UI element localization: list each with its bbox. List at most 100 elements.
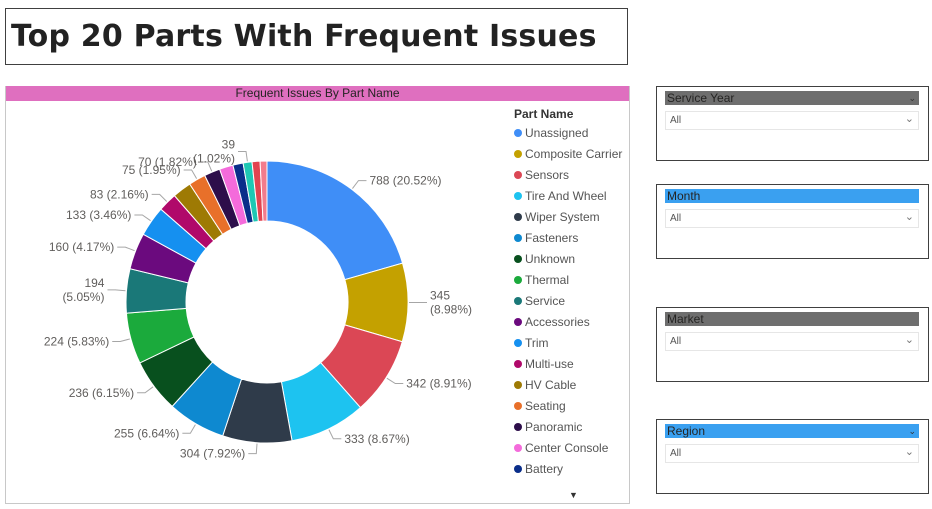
chevron-down-icon[interactable]: ⌄ bbox=[908, 426, 916, 436]
legend-dot-icon bbox=[514, 213, 522, 221]
data-label: 345 (8.98%) bbox=[430, 288, 472, 316]
legend-item[interactable]: Battery bbox=[514, 459, 629, 480]
legend-item[interactable]: Wiper System bbox=[514, 207, 629, 228]
donut-chart-visual[interactable]: Frequent Issues By Part Name 788 (20.52%… bbox=[5, 86, 630, 504]
page-title: Top 20 Parts With Frequent Issues bbox=[11, 19, 597, 54]
slicer-region-header: Region ⌄ bbox=[665, 424, 919, 438]
legend-label: HV Cable bbox=[525, 378, 577, 392]
chevron-down-icon[interactable]: ⌄ bbox=[904, 113, 914, 125]
chevron-down-icon[interactable]: ⌄ bbox=[904, 446, 914, 458]
legend-item[interactable]: Trim bbox=[514, 333, 629, 354]
legend-label: Service bbox=[525, 294, 566, 308]
slicer-region-title: Region bbox=[667, 424, 706, 438]
legend-label: Center Console bbox=[525, 441, 609, 455]
leader-line bbox=[248, 443, 258, 455]
slicer-service-year-header: Service Year ⌄ bbox=[665, 91, 919, 105]
leader-line bbox=[112, 338, 131, 343]
slicer-month-dropdown[interactable]: All ⌄ bbox=[665, 209, 919, 228]
chart-header: Frequent Issues By Part Name bbox=[6, 86, 629, 101]
legend-item[interactable]: Service bbox=[514, 291, 629, 312]
chevron-down-icon[interactable]: ⌄ bbox=[904, 334, 914, 346]
leader-line bbox=[386, 377, 404, 385]
data-label: 236 (6.15%) bbox=[69, 386, 134, 400]
data-label: 788 (20.52%) bbox=[369, 174, 441, 188]
legend-item[interactable]: Fasteners bbox=[514, 228, 629, 249]
slicer-market: Market All ⌄ bbox=[656, 307, 929, 382]
leader-line bbox=[238, 150, 248, 162]
donut-slice[interactable] bbox=[266, 160, 404, 281]
data-label: 75 (1.95%) bbox=[122, 163, 181, 177]
legend-item[interactable]: Accessories bbox=[514, 312, 629, 333]
legend-label: Fasteners bbox=[525, 231, 579, 245]
data-label: 224 (5.83%) bbox=[44, 335, 109, 349]
slicer-month-header: Month bbox=[665, 189, 919, 203]
leader-line bbox=[137, 386, 154, 394]
legend-item[interactable]: HV Cable bbox=[514, 375, 629, 396]
chevron-down-icon[interactable]: ⌄ bbox=[908, 93, 916, 103]
legend-dot-icon bbox=[514, 255, 522, 263]
legend-label: Panoramic bbox=[525, 420, 583, 434]
legend-item[interactable]: Panoramic bbox=[514, 417, 629, 438]
slicer-month-value: All bbox=[670, 213, 682, 224]
legend-dot-icon bbox=[514, 360, 522, 368]
leader-line bbox=[151, 193, 168, 202]
donut-chart[interactable]: 788 (20.52%) 345 (8.98%) 342 (8.91%) 333 (8.… bbox=[6, 86, 511, 504]
legend-more-icon[interactable]: ▼ bbox=[569, 490, 578, 500]
data-label: 83 (2.16%) bbox=[90, 187, 149, 201]
legend-dot-icon bbox=[514, 444, 522, 452]
legend-item[interactable]: Tire And Wheel bbox=[514, 186, 629, 207]
data-label: 160 (4.17%) bbox=[49, 240, 114, 254]
leader-line bbox=[182, 424, 196, 434]
data-label: 133 (3.46%) bbox=[66, 208, 131, 222]
legend-label: Seating bbox=[525, 399, 566, 413]
legend-item[interactable]: Unassigned bbox=[514, 123, 629, 144]
legend-dot-icon bbox=[514, 318, 522, 326]
data-label: 304 (7.92%) bbox=[180, 447, 245, 461]
chevron-down-icon[interactable]: ⌄ bbox=[904, 211, 914, 223]
slicer-service-year-dropdown[interactable]: All ⌄ bbox=[665, 111, 919, 130]
legend-dot-icon bbox=[514, 234, 522, 242]
leader-line bbox=[117, 246, 135, 252]
chart-legend: Part Name Unassigned Composite Carrier Sen… bbox=[514, 105, 629, 480]
slicer-region-dropdown[interactable]: All ⌄ bbox=[665, 444, 919, 463]
slicer-month-title: Month bbox=[667, 189, 701, 203]
legend-label: Tire And Wheel bbox=[525, 189, 607, 203]
legend-item[interactable]: Unknown bbox=[514, 249, 629, 270]
data-label: 342 (8.91%) bbox=[406, 377, 471, 391]
legend-dot-icon bbox=[514, 150, 522, 158]
page-title-box: Top 20 Parts With Frequent Issues bbox=[5, 8, 628, 65]
slicer-market-value: All bbox=[670, 336, 682, 347]
leader-line bbox=[183, 169, 198, 179]
slicer-market-header: Market bbox=[665, 312, 919, 326]
legend-item[interactable]: Multi-use bbox=[514, 354, 629, 375]
legend-label: Multi-use bbox=[525, 357, 574, 371]
legend-item[interactable]: Center Console bbox=[514, 438, 629, 459]
legend-dot-icon bbox=[514, 297, 522, 305]
donut-slice[interactable] bbox=[259, 160, 268, 222]
slicer-month: Month All ⌄ bbox=[656, 184, 929, 259]
legend-dot-icon bbox=[514, 402, 522, 410]
legend-label: Unassigned bbox=[525, 126, 589, 140]
legend-label: Thermal bbox=[525, 273, 570, 287]
legend-dot-icon bbox=[514, 339, 522, 347]
legend-item[interactable]: Thermal bbox=[514, 270, 629, 291]
legend-label: Accessories bbox=[525, 315, 590, 329]
legend-item[interactable]: Composite Carrier bbox=[514, 144, 629, 165]
legend-item[interactable]: Sensors bbox=[514, 165, 629, 186]
legend-label: Sensors bbox=[525, 168, 570, 182]
slicer-service-year: Service Year ⌄ All ⌄ bbox=[656, 86, 929, 161]
leader-line bbox=[328, 429, 342, 440]
leader-line bbox=[352, 180, 367, 189]
leader-line bbox=[107, 289, 126, 292]
legend-label: Composite Carrier bbox=[525, 147, 623, 161]
slicer-market-dropdown[interactable]: All ⌄ bbox=[665, 332, 919, 351]
data-label: 194 (5.05%) bbox=[62, 276, 104, 304]
legend-dot-icon bbox=[514, 171, 522, 179]
slicer-region: Region ⌄ All ⌄ bbox=[656, 419, 929, 494]
slicer-market-title: Market bbox=[667, 312, 704, 326]
legend-dot-icon bbox=[514, 423, 522, 431]
data-label: 39 (1.02%) bbox=[193, 137, 235, 165]
data-label: 255 (6.64%) bbox=[114, 426, 179, 440]
legend-label: Wiper System bbox=[525, 210, 600, 224]
legend-item[interactable]: Seating bbox=[514, 396, 629, 417]
